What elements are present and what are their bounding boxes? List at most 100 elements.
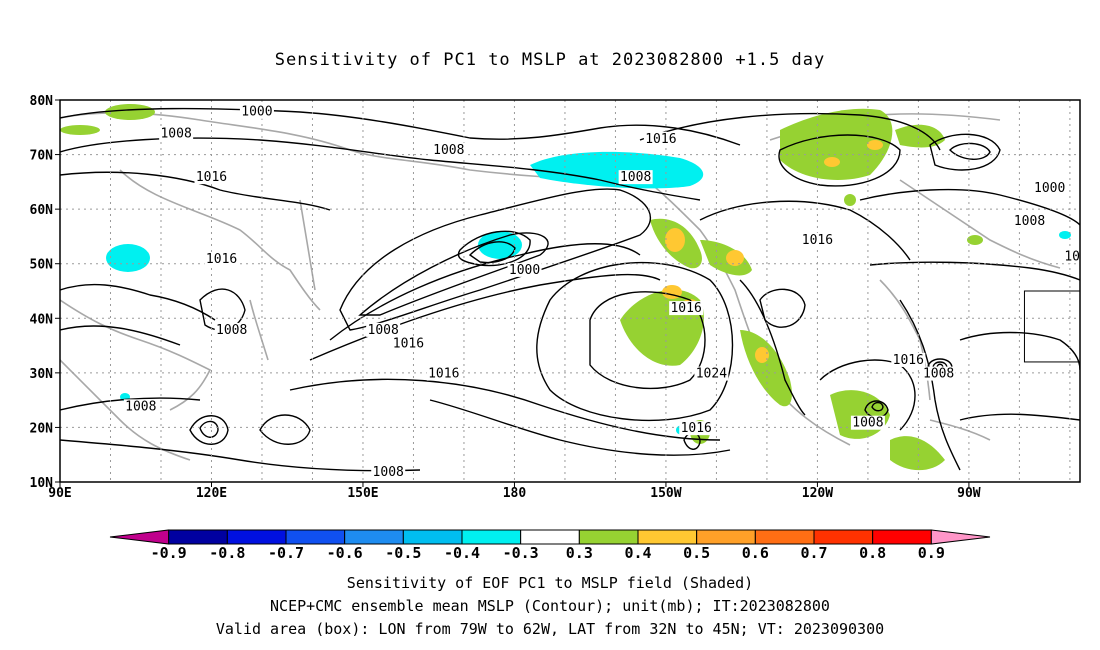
contour-label-background [123,399,158,414]
contour-label-background [891,352,926,367]
contour-label-background [194,170,229,185]
lon-tick-label: 150W [650,486,681,501]
contour-label-background [239,104,274,119]
contour-label-background [371,464,406,479]
contour-label-background [507,262,542,277]
lon-tick-label: 120W [802,486,833,501]
contour-label-background [618,170,653,185]
colorbar-swatch [402,529,463,545]
contour-label: 1016 [670,301,701,316]
lat-tick-label: 60N [30,203,54,218]
contour-label: 1000 [241,105,272,120]
contour-label: 1008 [620,170,651,185]
colorbar-label: -0.3 [503,544,539,562]
contour-label-background [850,415,885,430]
lon-tick-label: 120E [196,486,227,501]
colorbar-label: -0.7 [268,544,304,562]
contour-label-background [391,336,426,351]
contour-label: 1008 [160,126,191,141]
colorbar-label: 0.8 [859,544,886,562]
contour-label-background [800,232,835,247]
contour-label: 1016 [645,132,676,147]
contour-label: 1016 [428,367,459,382]
contour-label-background [426,366,461,381]
colorbar-label: 0.6 [742,544,769,562]
contour-label-background [431,142,466,157]
contour-label-layer: 1000100810081016100810161016100010161016… [123,104,1095,480]
contour-label: 1016 [206,252,237,267]
colorbar-swatch [813,529,874,545]
contour-label: 1016 [802,233,833,248]
contour-label-background [669,301,704,316]
colorbar-high-triangle [930,529,991,545]
colorbar-label: 0.4 [624,544,651,562]
contour-label: 1024 [696,367,727,382]
contour-label-background [1032,181,1067,196]
contour-label-background [366,322,401,337]
contour-label: 1000 [1034,181,1065,196]
sensitivity-shading [60,104,1071,471]
contour-label-background [921,366,956,381]
contour-label-background [694,366,729,381]
caption-line-3: Valid area (box): LON from 79W to 62W, L… [215,620,885,638]
contour-label: 1008 [216,323,247,338]
contour-label: 1016 [393,337,424,352]
colorbar-swatch [344,529,404,545]
caption-line-2: NCEP+CMC ensemble mean MSLP (Contour); u… [270,597,830,615]
colorbar-swatch [872,529,932,545]
colorbar-swatch [520,529,580,545]
lat-tick-label: 10N [30,476,54,491]
contour-label-background [204,251,239,266]
lon-tick-label: 180 [503,486,527,501]
contour-label: 1016 [681,421,712,436]
colorbar-label: -0.9 [151,544,187,562]
lat-tick-label: 50N [30,258,54,273]
lon-tick-label: 150E [347,486,378,501]
caption-line-1: Sensitivity of EOF PC1 to MSLP field (Sh… [346,574,754,592]
colorbar-swatch [168,529,228,545]
lat-tick-label: 80N [30,94,54,109]
contour-label: 1008 [852,416,883,431]
contour-label: 1000 [509,263,540,278]
contour-label: 1008 [125,399,156,414]
colorbar-label: -0.4 [444,544,480,562]
contour-label-background [643,131,678,146]
contour-label: 1016 [893,353,924,368]
colorbar-swatch [461,529,522,545]
colorbar-label: -0.8 [209,544,245,562]
lat-tick-label: 70N [30,149,54,164]
colorbar-label: -0.5 [385,544,421,562]
lon-tick-label: 90W [957,486,981,501]
colorbar-label: 0.9 [918,544,945,562]
contour-label-background [214,322,249,337]
contour-label-background [679,421,714,436]
contour-label-background [1012,213,1047,228]
lon-tick-label: 90E [48,486,71,501]
contour-label: 1016 [196,170,227,185]
axis-ticks [55,99,970,487]
lat-tick-label: 40N [30,312,54,327]
colorbar-swatch [226,529,287,545]
contour-label: 1008 [923,367,954,382]
valid-area-box [1023,290,1080,363]
colorbar-label: 0.5 [683,544,710,562]
map-title: Sensitivity of PC1 to MSLP at 2023082800… [274,50,826,70]
colorbar-swatch [578,529,639,545]
contour-label: 1008 [373,465,404,480]
colorbar-label: 0.7 [800,544,827,562]
contour-label-background [159,126,194,141]
contour-label: 1008 [1014,214,1045,229]
contour-label: 1008 [433,143,464,158]
colorbar-swatch [696,529,756,545]
colorbar-low-triangle [109,529,170,545]
colorbar-swatch [285,529,346,545]
colorbar: -0.9 -0.8 -0.7 -0.6 -0.5 -0.4 -0.3 0.3 0.4 0.5 0.6… [109,529,991,562]
plot-frame [59,99,1081,483]
lat-tick-label: 20N [30,421,54,436]
contour-label: 1016 [1064,249,1095,264]
lat-tick-label: 30N [30,367,54,382]
contour-label-background [1063,249,1080,264]
colorbar-label: 0.3 [566,544,593,562]
